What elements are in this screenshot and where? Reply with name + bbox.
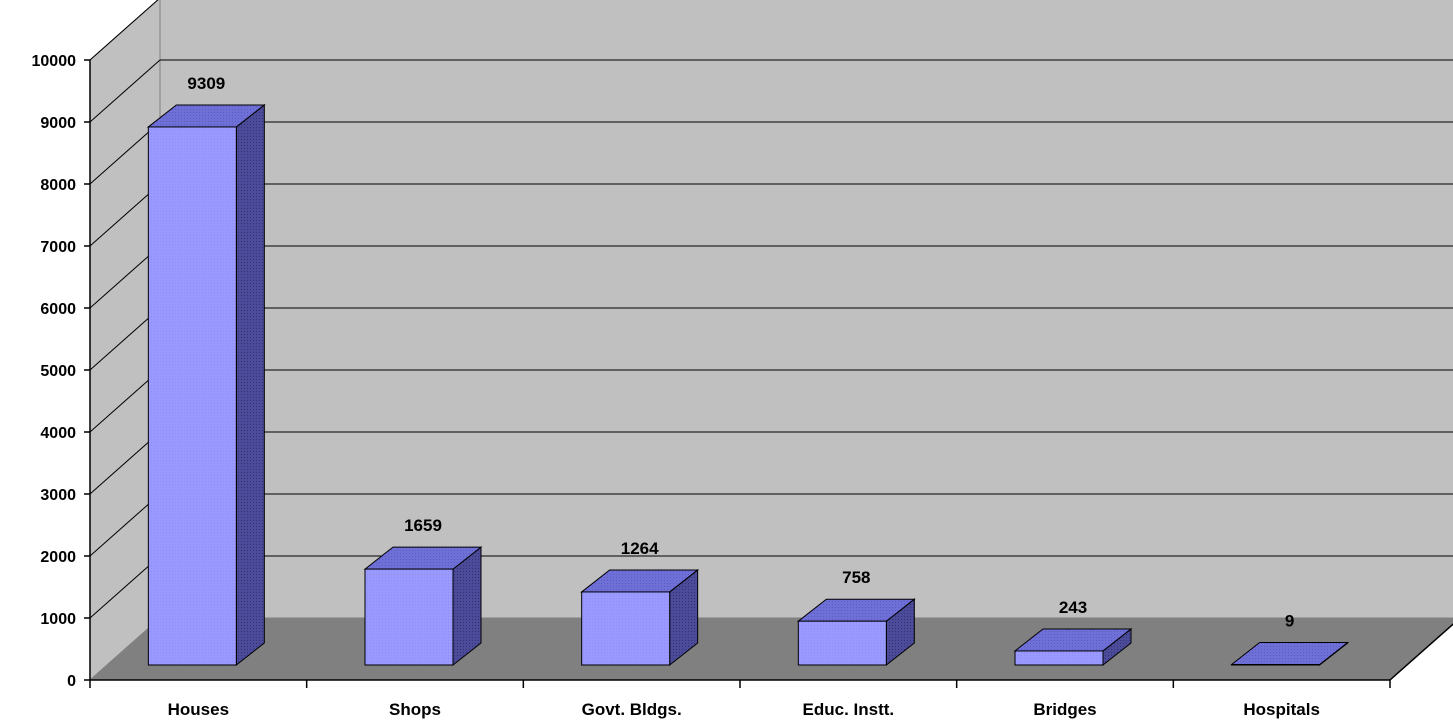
bar-houses <box>146 103 266 667</box>
bar-front-face <box>797 620 887 666</box>
bar-hospitals <box>1230 641 1350 667</box>
bars <box>146 103 1350 667</box>
bar-front-face <box>581 591 671 666</box>
chart-walls <box>89 0 1453 682</box>
y-tick-label: 9000 <box>40 115 76 132</box>
y-tick-label: 6000 <box>40 301 76 318</box>
bar-educ-instt- <box>796 598 916 667</box>
labels: 0 1000 2000 3000 4000 5000 6000 7000 8000 9000 100… <box>32 53 1320 719</box>
y-tick-label: 7000 <box>40 239 76 256</box>
gridlines <box>89 0 1453 619</box>
y-tick-label: 10000 <box>32 53 77 70</box>
y-tick-label: 2000 <box>40 549 76 566</box>
bar-front-face <box>1231 663 1321 666</box>
x-tick-label: Bridges <box>1033 700 1096 719</box>
y-tick-label: 8000 <box>40 177 76 194</box>
x-tick-label: Govt. Bldgs. <box>582 700 682 719</box>
x-tick-label: Educ. Instt. <box>803 700 895 719</box>
bar-front-face <box>147 126 237 666</box>
y-tick-label: 3000 <box>40 487 76 504</box>
y-tick-label: 1000 <box>40 611 76 628</box>
floor-edge-right <box>1389 623 1453 681</box>
floor <box>90 618 1453 680</box>
bar-front-face <box>364 568 454 666</box>
data-label: 758 <box>842 568 870 587</box>
y-tick-label: 4000 <box>40 425 76 442</box>
data-label: 243 <box>1059 598 1087 617</box>
back-wall <box>159 0 1453 619</box>
data-label: 1659 <box>404 516 442 535</box>
gridline-side-10000 <box>89 0 159 61</box>
x-tick-label: Houses <box>168 700 229 719</box>
axes <box>84 59 1453 688</box>
gridline-side-9000 <box>89 59 161 123</box>
data-label: 9 <box>1285 611 1294 630</box>
data-label: 1264 <box>621 539 659 558</box>
x-tick-label: Hospitals <box>1243 700 1320 719</box>
bar-front-face <box>1014 650 1104 666</box>
x-tick-label: Shops <box>389 700 441 719</box>
bar-govt-bldgs- <box>580 568 700 667</box>
y-tick-label: 5000 <box>40 363 76 380</box>
bar-side-face <box>235 103 265 667</box>
data-label: 9309 <box>187 74 225 93</box>
bar-shops <box>363 546 483 667</box>
bar-bridges <box>1013 627 1133 667</box>
y-tick-label: 0 <box>67 673 76 690</box>
